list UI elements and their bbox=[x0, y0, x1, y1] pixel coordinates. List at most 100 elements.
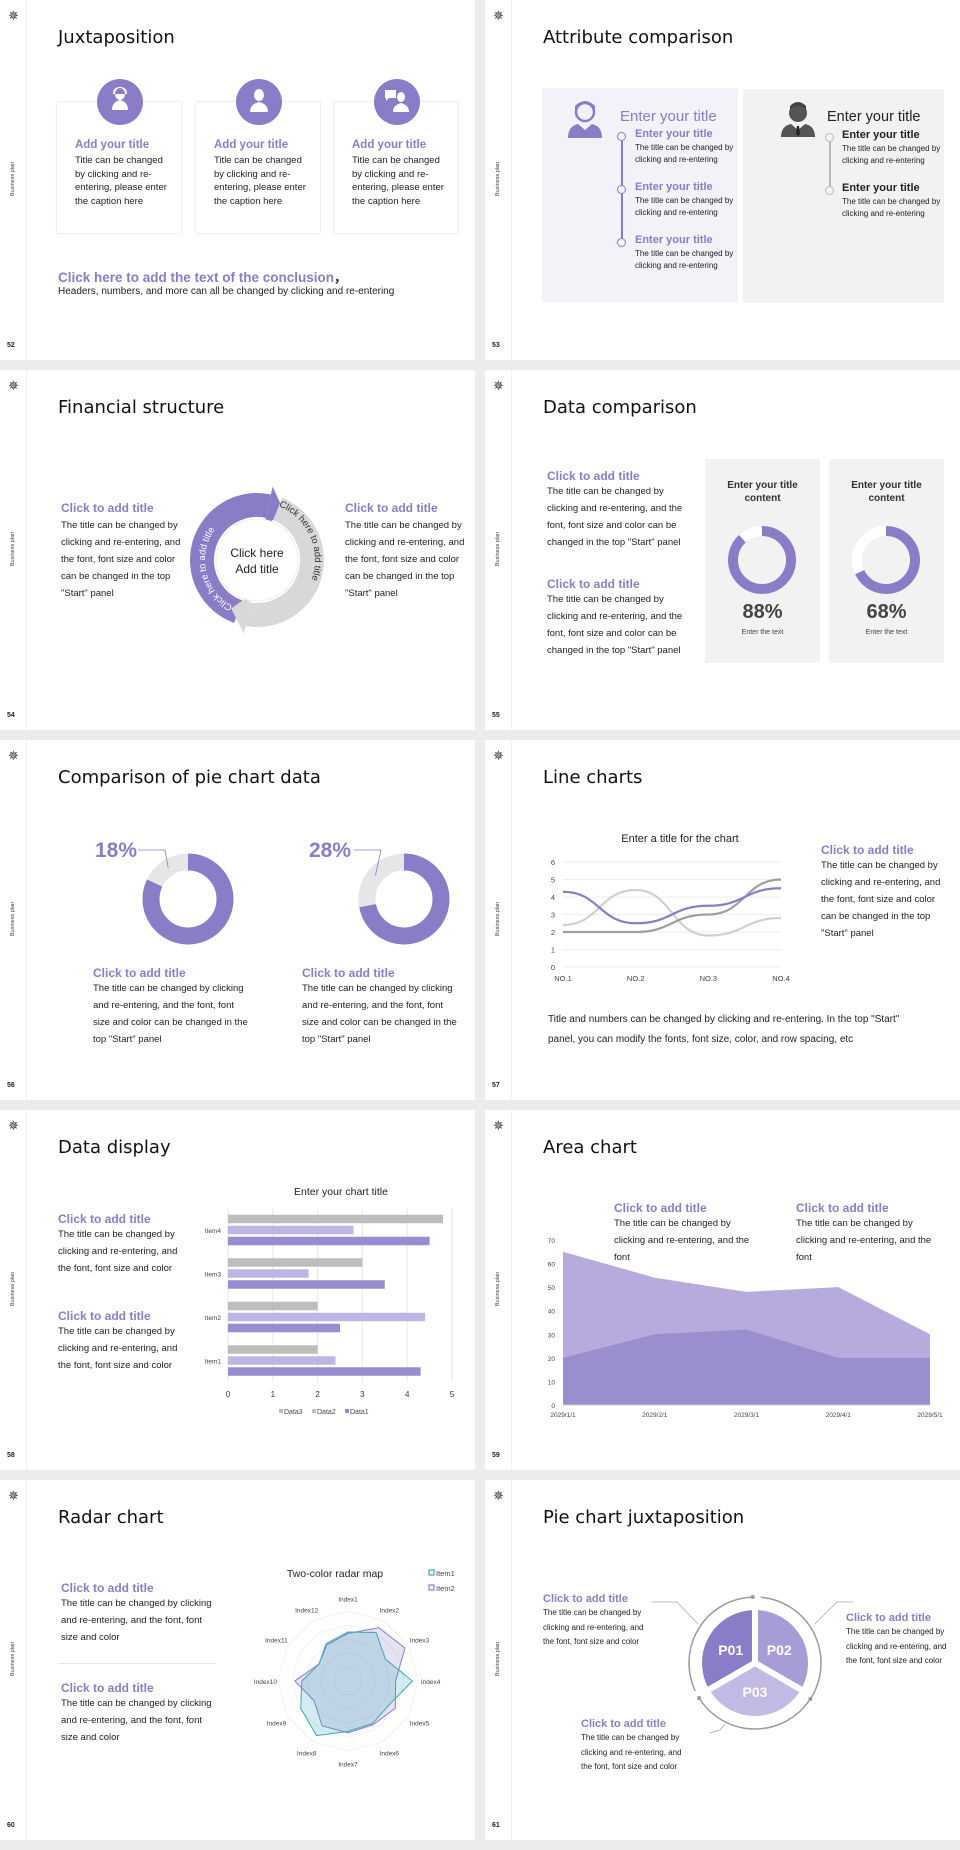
text-block: Click to add title The title can be chang… bbox=[581, 1717, 686, 1775]
block-title: Click to add title bbox=[345, 501, 438, 515]
slide-title: Pie chart juxtaposition bbox=[543, 1507, 745, 1528]
card-body: Title can be changed by clicking and re-… bbox=[214, 155, 306, 207]
item-body: The title can be changed by clicking and… bbox=[635, 249, 734, 270]
slide-title: Area chart bbox=[543, 1137, 637, 1158]
legend-swatch bbox=[312, 1409, 316, 1413]
slide-53[interactable]: ✵ Business plan 53 Attribute comparison En… bbox=[485, 0, 960, 360]
y-tick-label: 2 bbox=[551, 928, 555, 937]
item-title: Enter your title bbox=[842, 182, 920, 194]
slide-57[interactable]: ✵ Business plan 57 Line charts Enter a tit… bbox=[485, 740, 960, 1100]
slide-56[interactable]: ✵ Business plan 56 Comparison of pie chart… bbox=[0, 740, 475, 1100]
segment-label: P02 bbox=[767, 1642, 792, 1658]
page-number: 60 bbox=[7, 1822, 15, 1829]
leader-line bbox=[354, 849, 382, 876]
radar-chart: Two-color radar map Index1 Index2 Index3 Ind… bbox=[254, 1568, 455, 1769]
item-body: The title can be changed by clicking and… bbox=[842, 144, 941, 165]
y-tick-label: 60 bbox=[548, 1262, 556, 1269]
progress-donut bbox=[728, 526, 796, 594]
slide-55[interactable]: ✵ Business plan 55 Data comparison Click t… bbox=[485, 370, 960, 730]
emblem-icon: ✵ bbox=[493, 1118, 504, 1133]
radar-gridline bbox=[319, 1652, 377, 1710]
emblem-icon: ✵ bbox=[8, 748, 19, 763]
text-block: Click to add title The title can be chang… bbox=[93, 966, 248, 1048]
x-tick-label: 1 bbox=[271, 1390, 276, 1399]
slide-sidebar: ✵ Business plan 58 bbox=[0, 1110, 27, 1470]
axis-label: Index8 bbox=[297, 1751, 317, 1758]
axis-label: Index6 bbox=[380, 1751, 400, 1758]
block-title: Click to add title bbox=[821, 843, 914, 857]
bar bbox=[228, 1225, 354, 1235]
card-title: Add your title bbox=[214, 139, 289, 151]
slide-59[interactable]: ✵ Business plan 59 Area chart 0 10 20 30 40 50 6… bbox=[485, 1110, 960, 1470]
text-block: Click to add title The title can be chang… bbox=[796, 1201, 946, 1266]
y-tick-label: 0 bbox=[551, 963, 555, 972]
card-body: Title can be changed by clicking and re-… bbox=[352, 155, 444, 207]
y-tick-label: 50 bbox=[548, 1285, 556, 1292]
block-body: The title can be changed by clicking and… bbox=[846, 1627, 947, 1665]
y-tick-label: 70 bbox=[548, 1238, 556, 1245]
legend-label: Item1 bbox=[436, 1569, 455, 1578]
bar bbox=[228, 1301, 318, 1311]
y-tick-label: 3 bbox=[551, 911, 555, 920]
feature-card: Add your title Title can be changed by c… bbox=[195, 79, 321, 234]
sidebar-label: Business plan bbox=[495, 531, 501, 567]
bar-chart: Enter your chart title 0 1 2 3 4 5 Item1 Item2 It… bbox=[205, 1186, 455, 1416]
timeline-item: Enter your title The title can be changed… bbox=[635, 234, 745, 271]
divider bbox=[58, 1663, 216, 1664]
text-block: Click to add title The title can be chang… bbox=[58, 1212, 193, 1277]
line-series bbox=[562, 887, 782, 925]
emblem-icon: ✵ bbox=[493, 748, 504, 763]
leader-line bbox=[138, 849, 169, 868]
category-label: Item3 bbox=[205, 1271, 222, 1278]
slide-61[interactable]: ✵ Business plan 61 Pie chart juxtaposition… bbox=[485, 1480, 960, 1840]
slide-52[interactable]: ✵ Business plan 52 Juxtaposition Add your … bbox=[0, 0, 475, 360]
emblem-icon: ✵ bbox=[493, 8, 504, 23]
block-title: Click to add title bbox=[61, 501, 154, 515]
item-body: The title can be changed by clicking and… bbox=[842, 197, 941, 218]
block-title: Click to add title bbox=[302, 966, 395, 980]
slide-title: Attribute comparison bbox=[543, 27, 734, 48]
item-body: The title can be changed by clicking and… bbox=[635, 143, 734, 164]
timeline-dot bbox=[825, 186, 834, 195]
headset-user-icon bbox=[97, 79, 143, 125]
block-body: The title can be changed by clicking and… bbox=[345, 520, 465, 599]
y-tick-label: 40 bbox=[548, 1309, 556, 1316]
block-body: The title can be changed by clicking and… bbox=[61, 1598, 212, 1643]
left-panel: Enter your title Enter your title The tit… bbox=[542, 88, 738, 302]
sidebar-label: Business plan bbox=[495, 161, 501, 197]
x-tick-label: 2029/1/1 bbox=[550, 1412, 576, 1419]
text-block: Click to add title The title can be chang… bbox=[58, 1309, 193, 1374]
card-caption: Enter the text bbox=[741, 629, 784, 636]
x-tick-label: 4 bbox=[405, 1390, 410, 1399]
block-body: The title can be changed by clicking and… bbox=[547, 594, 683, 656]
axis-label: Index2 bbox=[380, 1607, 400, 1614]
block-title: Click to add title bbox=[61, 1681, 154, 1695]
card-body: Title can be changed by clicking and re-… bbox=[75, 155, 167, 207]
page-number: 55 bbox=[492, 712, 500, 719]
slide-sidebar: ✵ Business plan 52 bbox=[0, 0, 27, 360]
slide-54[interactable]: ✵ Business plan 54 Financial structure Cli… bbox=[0, 370, 475, 730]
emblem-icon: ✵ bbox=[8, 8, 19, 23]
emblem-icon: ✵ bbox=[8, 1118, 19, 1133]
slide-58[interactable]: ✵ Business plan 58 Data display Click to a… bbox=[0, 1110, 475, 1470]
donut-charts bbox=[138, 849, 450, 945]
legend-label: Data3 bbox=[284, 1409, 303, 1416]
y-tick-label: 0 bbox=[551, 1403, 555, 1410]
slide-title: Data display bbox=[58, 1137, 171, 1158]
x-tick-label: 5 bbox=[450, 1390, 455, 1399]
timeline-item: Enter your title The title can be changed… bbox=[635, 181, 745, 218]
block-title: Click to add title bbox=[61, 1581, 154, 1595]
y-tick-label: 30 bbox=[548, 1332, 556, 1339]
percent-label: 28% bbox=[309, 839, 352, 862]
slide-sidebar: ✵ Business plan 54 bbox=[0, 370, 27, 730]
x-tick-label: NO.1 bbox=[554, 974, 572, 983]
legend-label: Item2 bbox=[436, 1584, 455, 1593]
x-tick-label: NO.2 bbox=[627, 974, 645, 983]
card-title: Enter your title content bbox=[851, 480, 922, 504]
segment-label: P01 bbox=[718, 1642, 743, 1658]
bar bbox=[228, 1356, 336, 1365]
category-label: Item2 bbox=[205, 1315, 222, 1322]
slide-60[interactable]: ✵ Business plan 60 Radar chart Click to ad… bbox=[0, 1480, 475, 1840]
x-tick-label: 2029/2/1 bbox=[642, 1412, 668, 1419]
